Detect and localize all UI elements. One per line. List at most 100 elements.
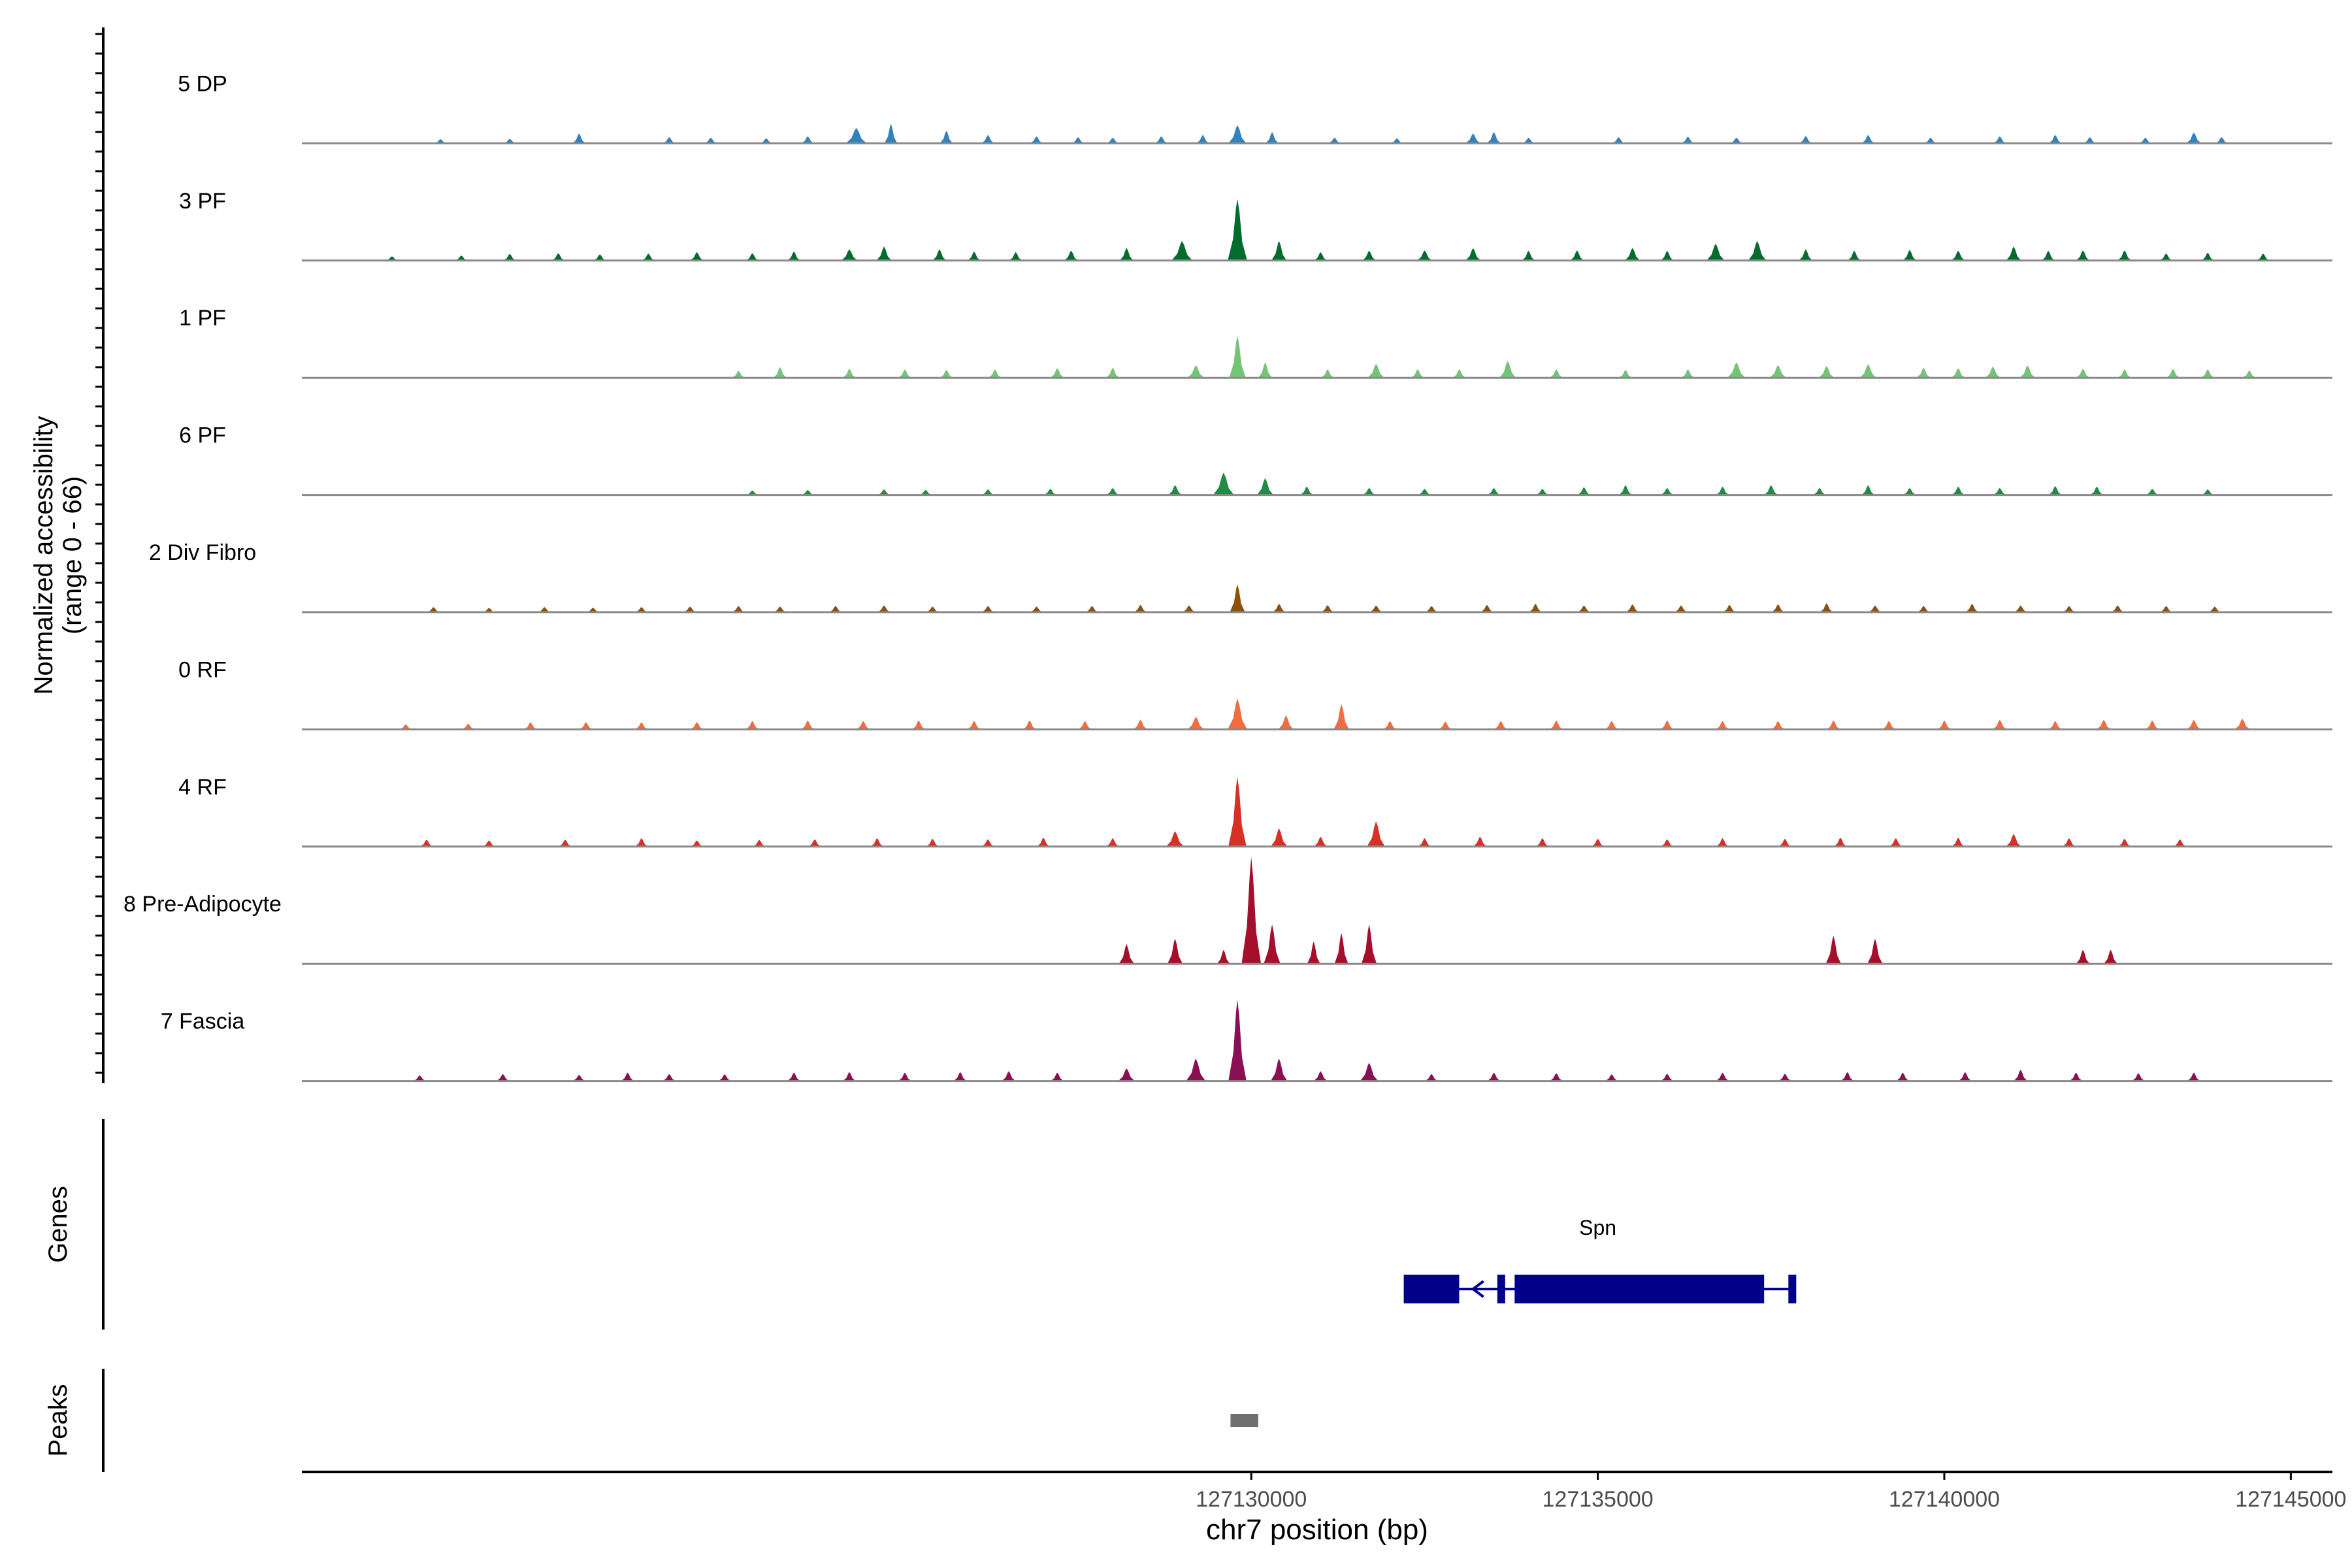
coverage-peak — [399, 724, 413, 730]
gene-exon — [1514, 1275, 1765, 1303]
coverage-peak — [1827, 720, 1840, 730]
coverage-peak — [2042, 250, 2055, 261]
coverage-peak — [1119, 944, 1134, 964]
coverage-peak — [801, 489, 815, 495]
coverage-peak — [1859, 364, 1876, 378]
coverage-peak — [2062, 606, 2076, 612]
coverage-peak — [1771, 721, 1785, 730]
gene-exon — [1788, 1275, 1797, 1303]
coverage-peak — [1043, 489, 1057, 495]
coverage-peak — [801, 136, 815, 144]
track-3-pf: 3 PF — [179, 189, 2332, 262]
coverage-peak — [2159, 606, 2173, 612]
coverage-peak — [690, 722, 704, 730]
coverage-peak — [2117, 369, 2131, 378]
coverage-peak — [1256, 478, 1274, 495]
coverage-peak — [981, 135, 995, 144]
coverage-peak — [1993, 136, 2006, 144]
coverage-peak — [482, 608, 496, 612]
coverage-peak — [953, 1071, 967, 1081]
coverage-peak — [2048, 721, 2062, 730]
coverage-peak — [1985, 367, 2001, 378]
coverage-peak — [1778, 1073, 1791, 1081]
coverage-peak — [967, 721, 981, 730]
coverage-peak — [1266, 132, 1279, 144]
coverage-peak — [2062, 838, 2076, 847]
coverage-peak — [988, 369, 1002, 378]
coverage-peak — [1825, 936, 1841, 964]
coverage-peak — [559, 840, 572, 847]
coverage-peak — [1499, 361, 1516, 378]
coverage-y-ticks — [95, 33, 103, 1074]
coverage-peak — [1320, 369, 1334, 378]
coverage-peak — [718, 1074, 732, 1081]
coverage-peak — [1903, 250, 1917, 261]
coverage-peak — [870, 838, 884, 847]
track-2-div-fibro: 2 Div Fibro — [149, 540, 2332, 613]
coverage-peak — [1022, 720, 1036, 730]
accessibility-tracks: 5 DP 3 PF 1 PF 6 PF 2 Div Fibro 0 RF 4 RF 8 Pre… — [123, 71, 2332, 1083]
coverage-peak — [1166, 831, 1184, 847]
x-axis-tick-label: 127140000 — [1889, 1487, 2000, 1512]
coverage-peak — [1660, 1073, 1674, 1081]
coverage-peak — [1119, 248, 1134, 261]
coverage-peak — [1729, 137, 1743, 144]
track-6-pf: 6 PF — [179, 423, 2332, 497]
coverage-peak — [572, 133, 586, 144]
coverage-peak — [926, 606, 939, 612]
coverage-peak — [1452, 369, 1466, 378]
coverage-peak — [1314, 252, 1328, 261]
x-axis-tick-label: 127135000 — [1543, 1487, 1654, 1512]
coverage-peak — [1916, 367, 1931, 378]
coverage-peak — [538, 607, 551, 612]
coverage-peak — [2215, 137, 2229, 144]
coverage-peak — [1882, 721, 1896, 730]
coverage-peak — [1965, 604, 1979, 612]
coverage-peak — [496, 1073, 510, 1081]
coverage-peak — [1577, 605, 1591, 612]
coverage-peak — [1896, 1072, 1910, 1081]
coverage-peak — [1952, 486, 1965, 495]
coverage-peak — [1958, 1071, 1972, 1081]
coverage-peak — [1619, 370, 1632, 378]
coverage-peak — [1258, 362, 1273, 378]
coverage-peak — [1868, 605, 1882, 612]
coverage-peak — [1050, 368, 1064, 378]
coverage-peak — [2048, 485, 2062, 495]
coverage-peak — [1030, 606, 1043, 612]
coverage-peak — [1674, 605, 1688, 612]
coverage-peak — [1778, 838, 1791, 847]
coverage-peak — [759, 138, 773, 144]
coverage-peak — [1362, 250, 1377, 261]
coverage-peak — [1228, 199, 1247, 261]
coverage-peak — [2201, 369, 2215, 378]
coverage-peak — [1625, 248, 1641, 261]
coverage-peak — [1002, 1071, 1016, 1081]
coverage-peak — [939, 131, 953, 144]
coverage-peak — [482, 840, 496, 847]
coverage-peak — [1681, 137, 1695, 144]
coverage-peak — [1217, 949, 1230, 964]
peak-region — [1230, 1414, 1258, 1427]
coverage-peak — [1106, 838, 1120, 847]
coverage-peak — [524, 722, 537, 730]
coverage-peak — [843, 1071, 856, 1081]
track-1-pf: 1 PF — [179, 306, 2332, 379]
coverage-peak — [1228, 776, 1247, 847]
coverage-peak — [1196, 135, 1209, 144]
coverage-peak — [1425, 606, 1438, 612]
coverage-peak — [2090, 486, 2104, 495]
coverage-peak — [2111, 605, 2125, 612]
track-8-pre-adipocyte: 8 Pre-Adipocyte — [123, 857, 2332, 965]
coverage-peak — [572, 1075, 586, 1081]
coverage-peak — [2187, 719, 2201, 730]
coverage-peak — [1550, 720, 1563, 730]
coverage-peak — [801, 720, 815, 730]
coverage-peak — [1278, 715, 1294, 730]
coverage-peak — [1819, 366, 1835, 378]
coverage-peak — [1307, 941, 1320, 964]
track-label: 6 PF — [179, 423, 226, 448]
gene-exon — [1497, 1275, 1505, 1303]
coverage-peak — [2187, 1072, 2200, 1081]
